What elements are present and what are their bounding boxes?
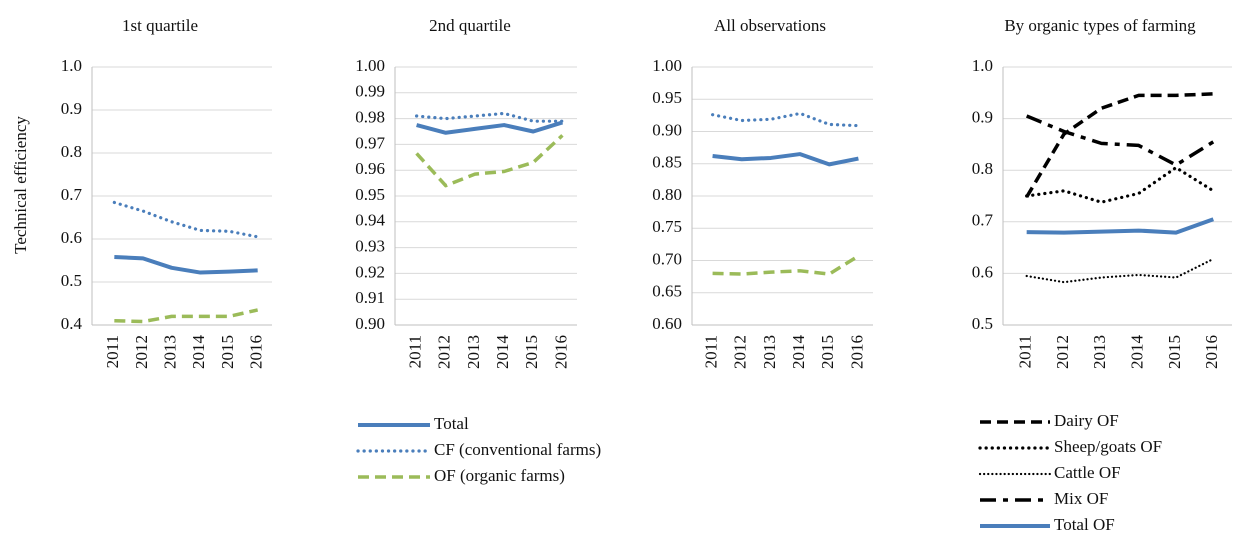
series-line bbox=[415, 134, 564, 188]
series-line bbox=[1025, 92, 1214, 198]
y-tick-label: 1.00 bbox=[652, 56, 682, 75]
series-line bbox=[1026, 217, 1215, 235]
y-tick-label: 0.96 bbox=[355, 159, 385, 178]
x-tick-label: 2011 bbox=[103, 335, 122, 368]
y-tick-label: 0.90 bbox=[652, 120, 682, 139]
x-tick-label: 2012 bbox=[1053, 335, 1072, 369]
legend-label: Mix OF bbox=[1054, 489, 1108, 508]
y-tick-label: 0.65 bbox=[652, 282, 682, 301]
series-line bbox=[710, 111, 861, 128]
x-tick-label: 2016 bbox=[551, 335, 570, 369]
y-tick-label: 1.0 bbox=[972, 56, 993, 75]
y-tick-label: 0.98 bbox=[355, 108, 385, 127]
x-tick-label: 2014 bbox=[493, 335, 512, 370]
x-tick-label: 2015 bbox=[1165, 335, 1184, 369]
panel-title: By organic types of farming bbox=[1004, 16, 1196, 35]
series-line bbox=[414, 111, 565, 123]
x-tick-label: 2015 bbox=[218, 335, 237, 369]
x-tick-label: 2014 bbox=[1128, 335, 1147, 370]
y-tick-label: 0.90 bbox=[355, 314, 385, 333]
y-tick-label: 0.97 bbox=[355, 133, 385, 152]
panel-title: 1st quartile bbox=[122, 16, 198, 35]
y-tick-label: 0.8 bbox=[972, 159, 993, 178]
y-tick-label: 0.94 bbox=[355, 211, 385, 230]
y-tick-label: 1.0 bbox=[61, 56, 82, 75]
x-tick-label: 2013 bbox=[1090, 335, 1109, 369]
y-tick-label: 0.85 bbox=[652, 153, 682, 172]
y-tick-label: 0.9 bbox=[61, 99, 82, 118]
x-tick-label: 2015 bbox=[818, 335, 837, 369]
y-tick-label: 0.4 bbox=[61, 314, 83, 333]
x-tick-label: 2012 bbox=[132, 335, 151, 369]
y-axis-label: Technical efficiency bbox=[11, 116, 30, 254]
series-line bbox=[712, 152, 859, 167]
y-tick-label: 0.6 bbox=[61, 228, 82, 247]
y-tick-label: 0.99 bbox=[355, 82, 385, 101]
x-tick-label: 2016 bbox=[847, 335, 866, 369]
legend-label: Total OF bbox=[1054, 515, 1115, 534]
y-tick-label: 0.70 bbox=[652, 249, 682, 268]
x-tick-label: 2012 bbox=[435, 335, 454, 369]
series-line bbox=[1025, 114, 1215, 167]
x-tick-label: 2012 bbox=[731, 335, 750, 369]
x-tick-label: 2013 bbox=[161, 335, 180, 369]
y-tick-label: 0.8 bbox=[61, 142, 82, 161]
x-tick-label: 2011 bbox=[405, 335, 424, 368]
series-line bbox=[1025, 166, 1215, 204]
x-tick-label: 2015 bbox=[522, 335, 541, 369]
y-tick-label: 0.60 bbox=[652, 314, 682, 333]
series-line bbox=[1025, 257, 1215, 284]
y-tick-label: 0.93 bbox=[355, 237, 385, 256]
series-line bbox=[112, 200, 260, 239]
legend-label: OF (organic farms) bbox=[434, 466, 565, 485]
y-tick-label: 0.80 bbox=[652, 185, 682, 204]
y-tick-label: 0.7 bbox=[972, 211, 994, 230]
x-tick-label: 2016 bbox=[1202, 335, 1221, 369]
y-tick-label: 0.95 bbox=[652, 88, 682, 107]
y-tick-label: 0.75 bbox=[652, 217, 682, 236]
series-line bbox=[114, 255, 258, 275]
panel-title: 2nd quartile bbox=[429, 16, 511, 35]
y-tick-label: 0.7 bbox=[61, 185, 83, 204]
legend-label: CF (conventional farms) bbox=[434, 440, 601, 459]
x-tick-label: 2013 bbox=[464, 335, 483, 369]
x-tick-label: 2013 bbox=[760, 335, 779, 369]
y-tick-label: 0.5 bbox=[972, 314, 993, 333]
x-tick-label: 2011 bbox=[1016, 335, 1035, 368]
x-tick-label: 2014 bbox=[189, 335, 208, 370]
series-line bbox=[712, 254, 860, 276]
panel-title: All observations bbox=[714, 16, 826, 35]
y-tick-label: 0.95 bbox=[355, 185, 385, 204]
series-line bbox=[114, 308, 259, 324]
legend-label: Cattle OF bbox=[1054, 463, 1121, 482]
y-tick-label: 0.9 bbox=[972, 108, 993, 127]
x-tick-label: 2014 bbox=[789, 335, 808, 370]
y-tick-label: 1.00 bbox=[355, 56, 385, 75]
x-tick-label: 2016 bbox=[247, 335, 266, 369]
y-tick-label: 0.6 bbox=[972, 262, 993, 281]
series-line bbox=[416, 120, 564, 135]
x-tick-label: 2011 bbox=[701, 335, 720, 368]
y-tick-label: 0.91 bbox=[355, 288, 385, 307]
y-tick-label: 0.92 bbox=[355, 262, 385, 281]
legend-label: Dairy OF bbox=[1054, 411, 1119, 430]
y-tick-label: 0.5 bbox=[61, 271, 82, 290]
legend-label: Sheep/goats OF bbox=[1054, 437, 1162, 456]
legend-label: Total bbox=[434, 414, 469, 433]
